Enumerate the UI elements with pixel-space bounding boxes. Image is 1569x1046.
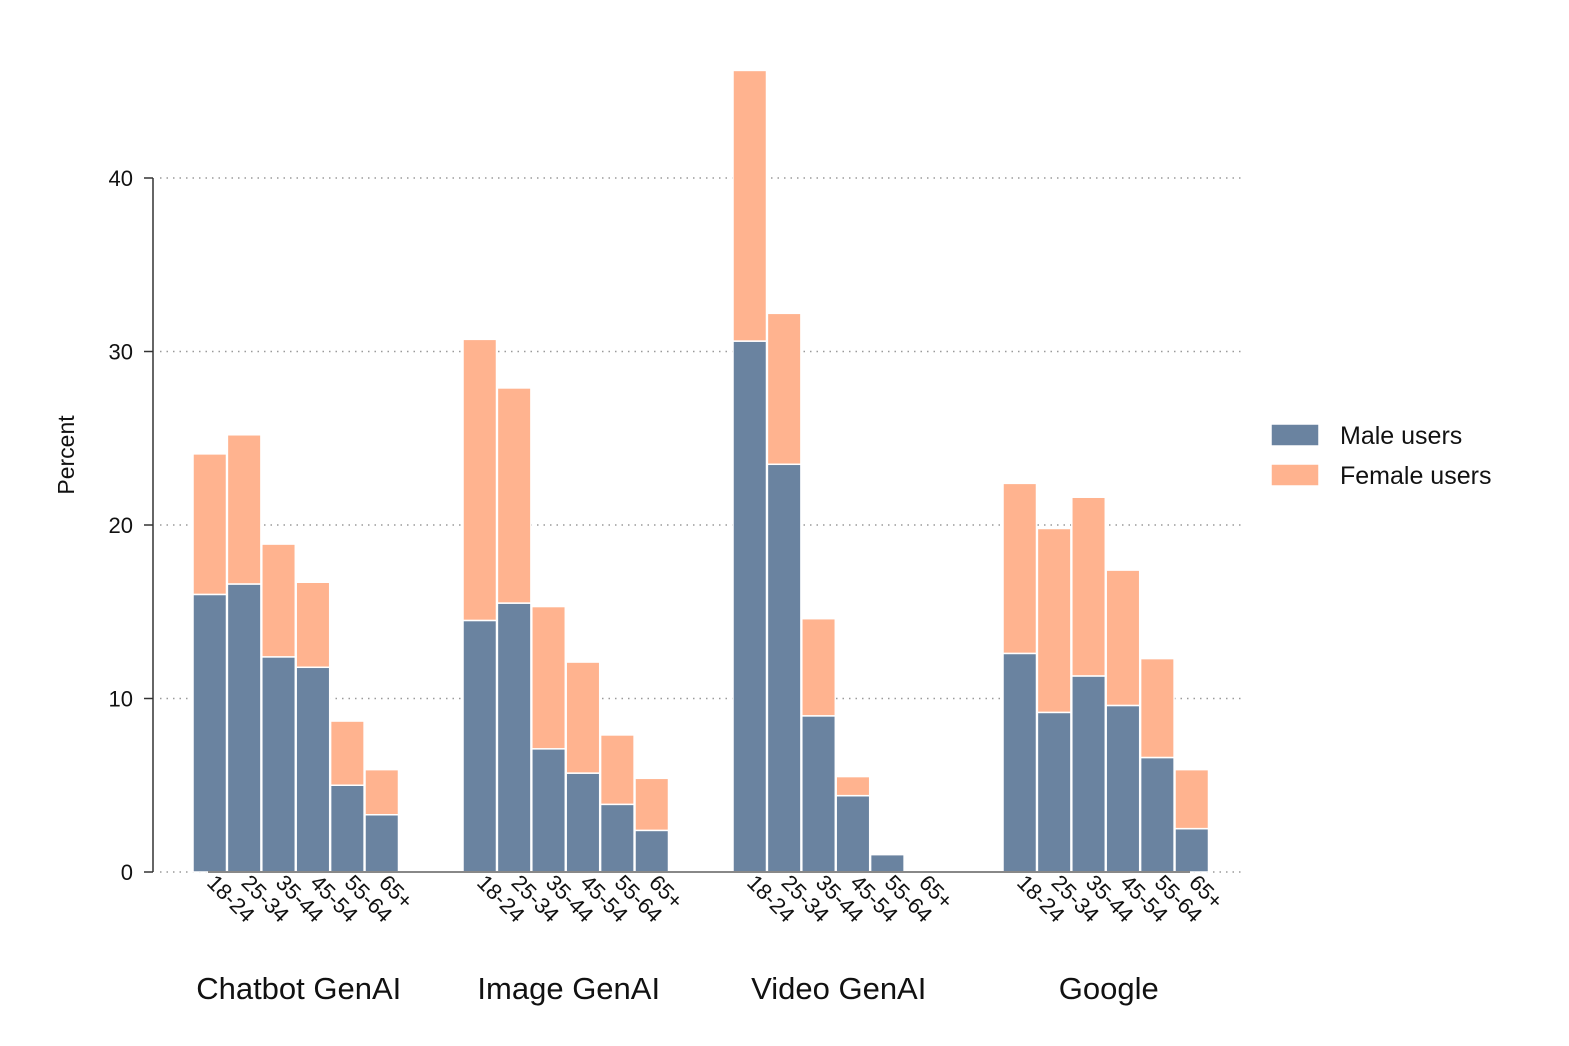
bar-female [801,617,837,717]
legend-swatch [1270,463,1320,487]
bar-female [1174,768,1210,830]
bar-male [869,853,905,873]
bar-female [295,581,331,669]
y-tick-label: 10 [109,687,133,712]
group-label: Chatbot GenAI [196,971,401,1006]
bar-female [732,69,768,342]
group-label: Image GenAI [477,971,660,1006]
bar-male [766,463,802,873]
group-label: Video GenAI [751,971,926,1006]
legend-swatch [1270,423,1320,447]
bar-female [531,605,567,750]
bar-female [599,734,635,806]
bar-female [1036,527,1072,714]
legend-label: Female users [1340,462,1491,490]
bar-male [565,772,601,873]
bar-female [496,387,532,604]
bar-female [1002,482,1038,655]
bar-male [835,794,871,873]
bar-male [1139,756,1175,873]
bar-male [531,748,567,873]
bar-female [634,777,670,832]
y-tick-label: 40 [109,166,133,191]
bar-male [226,583,262,873]
bar-female [329,720,365,786]
bar-female [1071,496,1107,677]
bar-female [1139,657,1175,759]
bar-male [295,666,331,873]
bar-male [732,340,768,873]
bar-male [1002,652,1038,873]
bar-female [565,661,601,774]
y-tick-label: 0 [121,860,133,885]
bar-male [801,715,837,873]
bar-male [1105,704,1141,873]
bar-female [462,338,498,622]
bars [192,69,1210,873]
bar-female [835,775,871,797]
y-axis-label: Percent [53,415,79,495]
bar-male [496,602,532,873]
bar-female [1105,569,1141,707]
legend: Male users Female users [1270,422,1491,490]
bar-female [192,453,228,596]
bar-male [634,829,670,873]
bar-male [192,593,228,873]
bar-female [766,312,802,466]
bar-male [1071,675,1107,873]
y-axis: 0 10 20 30 40 [109,166,154,885]
bar-female [364,768,400,816]
bar-male [364,813,400,873]
bar-male [599,803,635,873]
bar-male [1036,711,1072,873]
group-label: Google [1059,971,1159,1006]
bar-male [261,656,297,873]
bar-female [261,543,297,658]
y-tick-label: 30 [109,340,133,365]
bar-male [1174,827,1210,873]
bar-female [226,434,262,585]
bar-male [329,784,365,873]
legend-label: Male users [1340,422,1462,450]
bar-male [462,619,498,873]
y-tick-label: 20 [109,513,133,538]
